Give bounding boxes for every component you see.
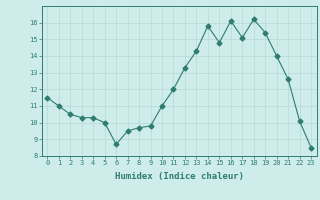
X-axis label: Humidex (Indice chaleur): Humidex (Indice chaleur): [115, 172, 244, 181]
